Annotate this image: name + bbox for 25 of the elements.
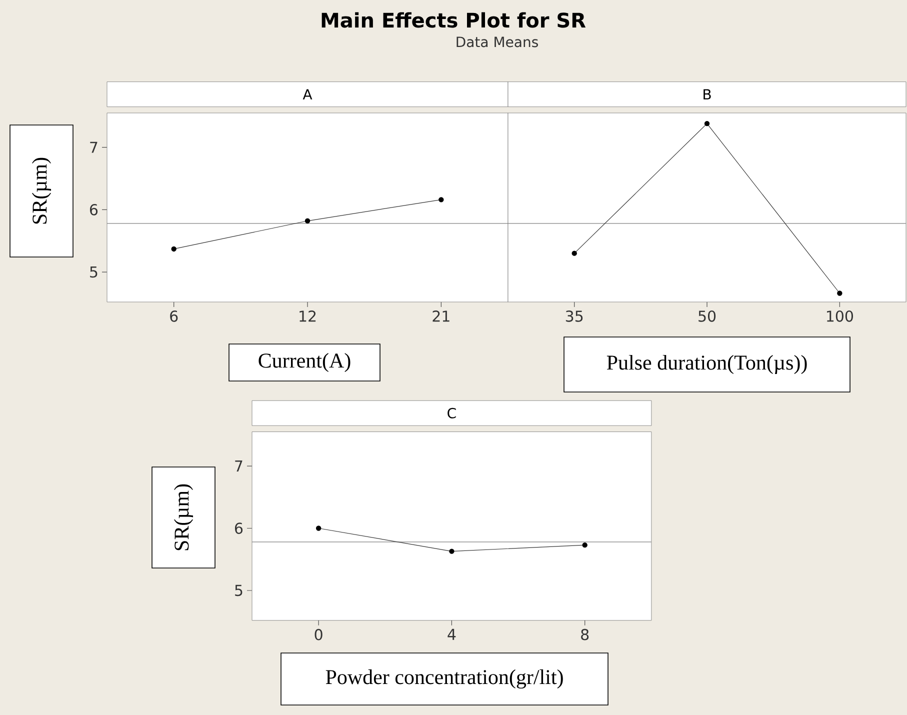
y-tick-label: 6 (234, 522, 243, 534)
x-tick-label: 8 (581, 628, 589, 640)
x-tick-label: 6 (170, 310, 178, 322)
x-tick-label: 100 (827, 310, 853, 322)
y-tick-label: 7 (235, 460, 242, 472)
x-tick-label: 4 (448, 628, 456, 640)
y-tick-label: 5 (235, 584, 242, 596)
x-axis-title: Pulse duration(Ton(µs)) (606, 354, 807, 374)
text: Data Means (456, 36, 538, 48)
y-axis-title: SR(µm) (174, 484, 194, 550)
x-tick-label: 21 (432, 310, 450, 322)
x-tick-label: 0 (314, 628, 322, 640)
y-axis-title: SR(µm) (32, 158, 52, 224)
y-tick-label: 7 (90, 142, 98, 153)
chart-title: A (302, 89, 312, 100)
x-axis-title: Current(A) (258, 352, 350, 372)
chart-title: C (448, 408, 456, 418)
x-tick-label: 35 (566, 310, 583, 322)
y-tick-label: 6 (90, 204, 98, 216)
x-axis-title: Powder concentration(gr/lit) (326, 669, 563, 689)
x-tick-label: 12 (300, 310, 316, 322)
text: Main Effects Plot for SR (322, 12, 586, 28)
chart-title: B (704, 89, 711, 100)
x-tick-label: 50 (698, 310, 716, 322)
y-tick-label: 5 (90, 266, 98, 278)
